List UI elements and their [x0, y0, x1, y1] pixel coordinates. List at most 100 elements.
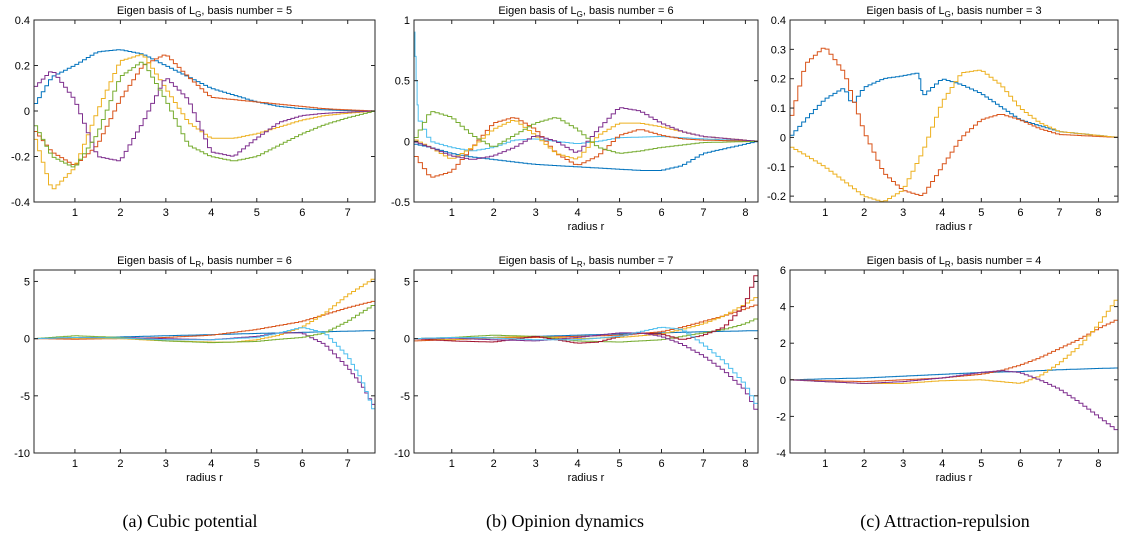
title-suffix: , basis number = 7 [583, 255, 674, 267]
title-text: Eigen basis of L [498, 5, 576, 17]
panel-a-top: Eigen basis of LG, basis number = 5 1 2 3 4 5… [11, 5, 376, 219]
x-tick-label: 3 [900, 207, 906, 219]
series-line-2 [790, 299, 1118, 384]
series-line-3 [34, 332, 375, 405]
x-axis-label: radius r [568, 472, 605, 484]
series-line-0 [34, 49, 375, 112]
series-line-5 [34, 327, 375, 410]
title-text: Eigen basis of L [866, 5, 944, 17]
series-line-3 [790, 370, 1118, 431]
title-text: Eigen basis of L [867, 255, 945, 267]
x-tick-label: 7 [1056, 458, 1062, 470]
y-tick-label: 0 [404, 334, 410, 346]
x-tick-label: 5 [616, 207, 622, 219]
y-tick-label: -10 [14, 448, 30, 460]
x-tick-label: 2 [117, 458, 123, 470]
x-tick-label: 4 [208, 207, 214, 219]
series-group [790, 299, 1118, 431]
y-tick-label: 1 [404, 15, 410, 27]
chart-title: Eigen basis of LG, basis number = 6 [498, 5, 673, 19]
y-tick-label: 0.5 [395, 76, 410, 88]
series-line-5 [414, 111, 758, 154]
title-subscript: G [195, 10, 201, 19]
x-tick-label: 5 [254, 458, 260, 470]
x-tick-label: 5 [978, 458, 984, 470]
series-line-0 [414, 31, 758, 152]
series-line-1 [790, 319, 1118, 383]
series-line-2 [414, 117, 758, 178]
x-tick-label: 1 [72, 458, 78, 470]
x-tick-label: 5 [254, 207, 260, 219]
title-text: Eigen basis of L [117, 255, 195, 267]
chart-title: Eigen basis of LR, basis number = 4 [867, 255, 1042, 269]
chart-title: Eigen basis of LG, basis number = 3 [866, 5, 1041, 19]
panel-b-top: Eigen basis of LG, basis number = 6 1 2 3 4 5… [391, 5, 759, 233]
series-line-1 [414, 141, 758, 171]
title-subscript: R [577, 260, 583, 269]
x-axis-label: radius r [936, 221, 973, 233]
series-line-3 [414, 318, 758, 343]
series-line-3 [34, 71, 375, 162]
series-line-4 [34, 61, 375, 168]
x-axis-label: radius r [568, 221, 605, 233]
series-group [414, 31, 758, 178]
x-tick-label: 5 [978, 207, 984, 219]
x-tick-label: 6 [658, 207, 664, 219]
chart-title: Eigen basis of LR, basis number = 6 [117, 255, 292, 269]
y-tick-label: 0 [24, 334, 30, 346]
y-tick-label: -10 [394, 448, 410, 460]
series-group [790, 47, 1118, 202]
title-suffix: , basis number = 3 [951, 5, 1042, 17]
x-tick-label: 3 [163, 207, 169, 219]
series-line-1 [790, 47, 1118, 196]
x-tick-label: 1 [822, 207, 828, 219]
x-tick-label: 1 [822, 458, 828, 470]
x-tick-label: 7 [700, 458, 706, 470]
x-tick-label: 3 [900, 458, 906, 470]
series-line-0 [790, 367, 1118, 381]
x-tick-label: 1 [72, 207, 78, 219]
x-tick-label: 7 [345, 207, 351, 219]
x-axis-label: radius r [936, 472, 973, 484]
y-tick-label: 0 [24, 106, 30, 118]
panel-b-bottom: Eigen basis of LR, basis number = 7 1 2 3 4 5… [394, 255, 759, 484]
series-line-2 [414, 297, 758, 341]
x-tick-label: 4 [939, 458, 945, 470]
x-tick-label: 8 [742, 207, 748, 219]
y-tick-label: 0.4 [771, 15, 786, 27]
y-tick-label: 0 [780, 132, 786, 144]
y-tick-label: 6 [780, 265, 786, 277]
y-tick-label: -0.2 [767, 191, 786, 203]
x-tick-label: 2 [491, 458, 497, 470]
x-tick-label: 7 [345, 458, 351, 470]
y-tick-label: 5 [24, 276, 30, 288]
y-tick-label: -0.2 [11, 152, 30, 164]
y-tick-label: 0.2 [15, 61, 30, 73]
x-tick-label: 6 [299, 458, 305, 470]
x-tick-label: 6 [658, 458, 664, 470]
y-tick-label: -5 [400, 391, 410, 403]
panel-c-bottom: Eigen basis of LR, basis number = 4 1 2 3 4 5… [776, 255, 1119, 484]
y-tick-label: -4 [776, 448, 786, 460]
x-tick-label: 8 [1095, 458, 1101, 470]
x-axis-label: radius r [186, 472, 223, 484]
plot-frame [413, 269, 759, 454]
x-tick-label: 1 [449, 207, 455, 219]
x-tick-label: 2 [861, 458, 867, 470]
x-tick-label: 8 [742, 458, 748, 470]
y-tick-label: -0.1 [767, 162, 786, 174]
plot-frame [33, 19, 376, 203]
x-tick-label: 8 [1095, 207, 1101, 219]
y-tick-label: 5 [404, 276, 410, 288]
y-tick-label: 0.3 [771, 44, 786, 56]
series-line-2 [34, 54, 375, 190]
x-tick-label: 2 [491, 207, 497, 219]
y-tick-label: 2 [780, 338, 786, 350]
x-tick-label: 2 [861, 207, 867, 219]
x-tick-label: 7 [1056, 207, 1062, 219]
series-group [34, 49, 375, 190]
x-tick-label: 4 [208, 458, 214, 470]
chart-title: Eigen basis of LR, basis number = 7 [499, 255, 674, 269]
series-line-1 [34, 54, 375, 165]
